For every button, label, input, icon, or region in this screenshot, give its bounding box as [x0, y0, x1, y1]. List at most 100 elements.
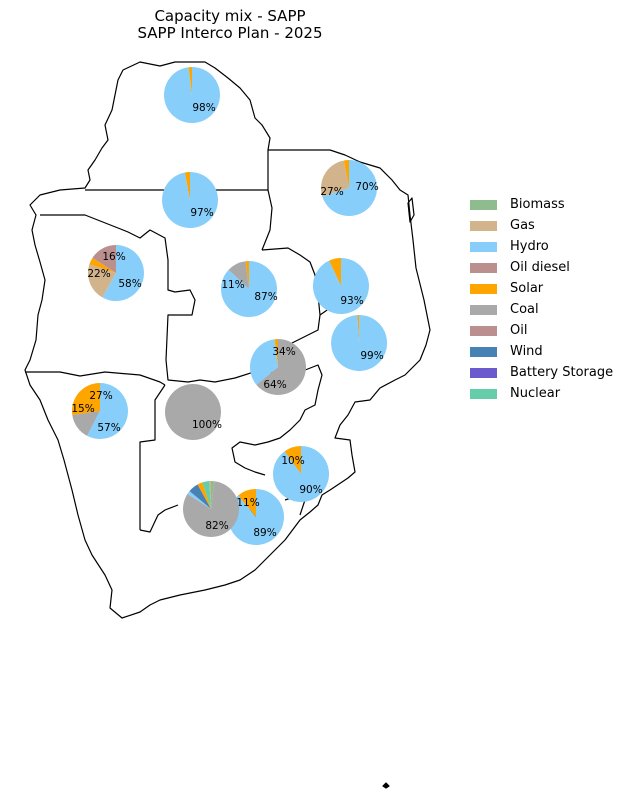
legend-swatch: [470, 220, 497, 231]
pie-slice-hydro: [162, 171, 219, 229]
legend-label: Oil diesel: [510, 260, 570, 275]
pie-percent-label: 98%: [192, 102, 215, 114]
legend-item: Coal: [470, 299, 613, 320]
pie-north-top: 98%: [163, 67, 220, 124]
pie-slice-solar: [274, 339, 278, 367]
legend-item: Nuclear: [470, 383, 613, 404]
legend-item: Gas: [470, 215, 613, 236]
pie-slice-hydro: [163, 67, 220, 124]
legend-swatch: [470, 325, 497, 336]
pie-south-west: 27%15%57%: [71, 383, 128, 439]
legend-label: Nuclear: [510, 386, 561, 401]
legend-swatch: [470, 262, 497, 273]
border-6: [25, 371, 166, 386]
pie-slice-coal: [165, 384, 221, 440]
legend-item: Wind: [470, 341, 613, 362]
legend: Biomass Gas Hydro Oil diesel Solar Coal Oil Win…: [470, 194, 613, 404]
pie-percent-label: 58%: [118, 278, 141, 290]
outer-boundary: [24, 61, 431, 619]
pie-slice-solar: [343, 160, 349, 188]
pie-slice-hydro: [250, 339, 278, 385]
pie-charts: 98% 97% 70% 27% 16% 22% 58% 11% 87% 93% 99% 34% 64% 2…: [71, 67, 388, 546]
pie-slice-coal: [256, 339, 307, 396]
pie-percent-label: 87%: [254, 291, 277, 303]
pie-percent-label: 15%: [71, 403, 94, 415]
pie-slice-gas: [87, 264, 116, 298]
pie-percent-label: 16%: [102, 251, 125, 263]
border-3: [40, 214, 261, 383]
pie-slice-hydro: [273, 446, 330, 503]
pie-east: 93%: [312, 258, 369, 314]
pie-slice-hydro: [102, 245, 144, 301]
pie-slice-solar: [357, 315, 359, 343]
island-small: [382, 782, 390, 789]
legend-swatch: [470, 346, 497, 357]
pie-slice-wind: [189, 484, 211, 509]
pie-percent-label: 10%: [281, 455, 304, 467]
legend-item: Hydro: [470, 236, 613, 257]
pie-percent-label: 27%: [320, 186, 343, 198]
legend-label: Battery Storage: [510, 365, 614, 380]
pie-slice-coal: [228, 261, 249, 289]
pie-slice-solar: [329, 258, 341, 286]
border-2: [261, 150, 273, 251]
pie-slice-solar: [184, 172, 190, 200]
pie-slice-coal: [183, 481, 240, 537]
chart-title-line2: SAPP Interco Plan - 2025: [137, 24, 323, 42]
pie-percent-label: 89%: [253, 527, 276, 539]
pie-slice-hydro: [87, 383, 128, 439]
pie-slice-oil-diesel: [92, 245, 116, 273]
legend-label: Biomass: [510, 197, 565, 212]
pie-slice-hydro: [220, 261, 277, 317]
legend-item: Biomass: [470, 194, 613, 215]
pie-east-coast: 99%: [331, 314, 388, 371]
pie-slice-gas: [209, 481, 211, 509]
pie-percent-label: 57%: [97, 422, 120, 434]
pie-percent-label: 22%: [87, 268, 110, 280]
pie-slice-hydro: [187, 491, 211, 509]
pie-slice-hydro: [331, 314, 388, 371]
legend-swatch: [470, 199, 497, 210]
chart-title-line1: Capacity mix - SAPP: [154, 7, 306, 25]
pie-slice-solar: [245, 261, 249, 289]
pie-central: 11% 87%: [220, 261, 278, 317]
pie-slice-solar: [197, 482, 211, 509]
legend-swatch: [470, 304, 497, 315]
pie-percent-label: 70%: [355, 181, 378, 193]
pie-west: 16% 22% 58%: [87, 245, 144, 301]
pie-south-lower: 11% 89%: [228, 489, 285, 546]
pie-slice-hydro: [312, 258, 369, 314]
pie-slice-nuclear: [202, 481, 211, 509]
legend-label: Solar: [510, 281, 544, 296]
legend-label: Wind: [510, 344, 543, 359]
pie-percent-label: 100%: [192, 419, 222, 431]
pie-slice-hydro: [322, 160, 378, 216]
border-9: [139, 504, 179, 533]
pie-percent-label: 97%: [190, 207, 213, 219]
pie-percent-label: 34%: [272, 346, 295, 358]
pie-slice-gas: [321, 160, 349, 197]
pie-percent-label: 90%: [299, 484, 322, 496]
legend-label: Coal: [510, 302, 539, 317]
pie-slice-coal: [72, 411, 100, 436]
pie-percent-label: 11%: [221, 279, 244, 291]
legend-item: Oil diesel: [470, 257, 613, 278]
legend-swatch: [470, 283, 497, 294]
legend-label: Hydro: [510, 239, 549, 254]
legend-item: Oil: [470, 320, 613, 341]
pie-percent-label: 93%: [340, 295, 363, 307]
border-8: [231, 364, 323, 476]
pie-north-east: 70% 27%: [320, 160, 379, 216]
pie-slice-hydro: [228, 489, 285, 546]
border-7: [139, 384, 166, 530]
legend-label: Gas: [510, 218, 535, 233]
chart-title: Capacity mix - SAPP SAPP Interco Plan - …: [0, 8, 460, 42]
pie-south-central: 34% 64%: [250, 339, 307, 396]
pie-slice-solar: [89, 258, 116, 273]
pie-percent-label: 82%: [205, 520, 228, 532]
pie-south-middle: 100%: [165, 384, 222, 440]
pie-south-east: 10% 90%: [273, 446, 330, 503]
pie-percent-label: 11%: [236, 497, 259, 509]
legend-item: Battery Storage: [470, 362, 613, 383]
